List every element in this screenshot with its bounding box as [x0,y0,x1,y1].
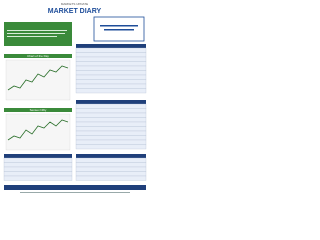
summary-line [7,33,65,34]
table-rows [75,47,147,94]
table-header [4,154,72,158]
section-label: Chart of the Day [27,54,49,58]
table-rows [75,103,147,150]
footer-line [20,192,130,193]
footer-bar [4,185,146,190]
chart-line [7,119,69,141]
title: MARKET DIARY [48,8,102,15]
section-label: Sensex Nifty [30,108,47,112]
chart-frame [5,59,71,101]
table-rows [3,157,147,181]
info-line [104,29,134,31]
table-header [76,100,146,104]
section-bar [4,54,72,58]
section-bar [4,108,72,112]
chart-line [7,65,69,91]
summary-line [7,30,67,31]
chart-frame [5,113,71,151]
summary-line [7,36,57,37]
kicker: MARKETS UPDATE [61,2,88,6]
info-line [100,25,138,27]
table-header [76,154,146,158]
report: MARKETS UPDATE MARKET DIARY Chart of the… [0,0,149,198]
page: MARKETS UPDATE MARKET DIARY Chart of the… [0,0,149,198]
table-header [76,44,146,48]
